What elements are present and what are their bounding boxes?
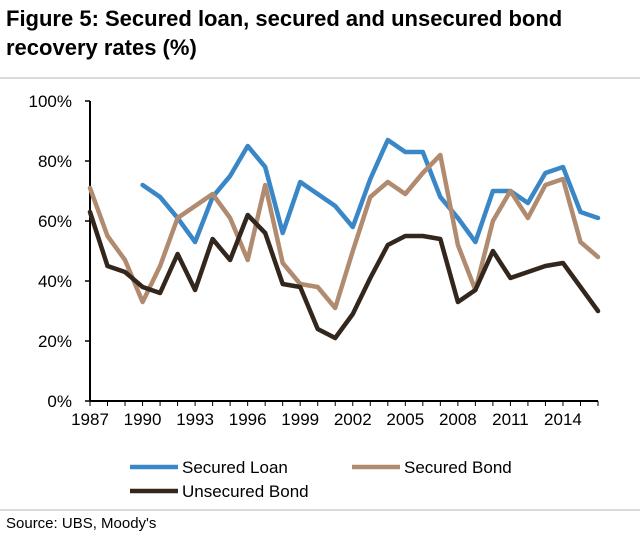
x-tick-label: 1996 [229, 410, 267, 429]
legend-label-secured-loan: Secured Loan [182, 458, 288, 477]
source-note: Source: UBS, Moody's [6, 515, 157, 532]
series-line-secured-loan [140, 137, 601, 245]
x-tick-label: 1999 [281, 410, 319, 429]
x-tick-label: 2008 [439, 410, 477, 429]
legend-label-secured-bond: Secured Bond [404, 458, 512, 477]
series-line-unsecured-bond [87, 209, 601, 341]
y-tick-label: 80% [38, 152, 72, 171]
y-axis-ticks: 0% 20% 40% 60% 80% 100% [29, 92, 90, 411]
chart-title: Figure 5: Secured loan, secured and unse… [6, 6, 563, 60]
legend-label-unsecured-bond: Unsecured Bond [182, 482, 309, 501]
x-axis-ticks: 1987 1990 1993 1996 1999 2002 2005 2008 2011 2014 [71, 401, 599, 429]
series-line-secured-bond [87, 152, 601, 311]
y-tick-label: 60% [38, 212, 72, 231]
title-divider [0, 77, 640, 79]
x-tick-label: 2014 [544, 410, 582, 429]
series-lines [87, 137, 601, 341]
legend: Secured Loan Secured Bond Unsecured Bond [130, 458, 512, 501]
x-tick-label: 2002 [334, 410, 372, 429]
x-tick-label: 1993 [176, 410, 214, 429]
y-tick-label: 40% [38, 272, 72, 291]
source-divider [0, 509, 640, 511]
axes [89, 101, 598, 402]
y-tick-label: 0% [47, 392, 72, 411]
x-tick-label: 1987 [71, 410, 109, 429]
y-tick-label: 100% [29, 92, 72, 111]
y-tick-label: 20% [38, 332, 72, 351]
x-tick-label: 2011 [492, 410, 529, 429]
x-tick-label: 1990 [124, 410, 162, 429]
x-tick-label: 2005 [386, 410, 424, 429]
line-chart: 0% 20% 40% 60% 80% 100% 1987 1990 1993 1996 1999 2… [29, 92, 601, 501]
